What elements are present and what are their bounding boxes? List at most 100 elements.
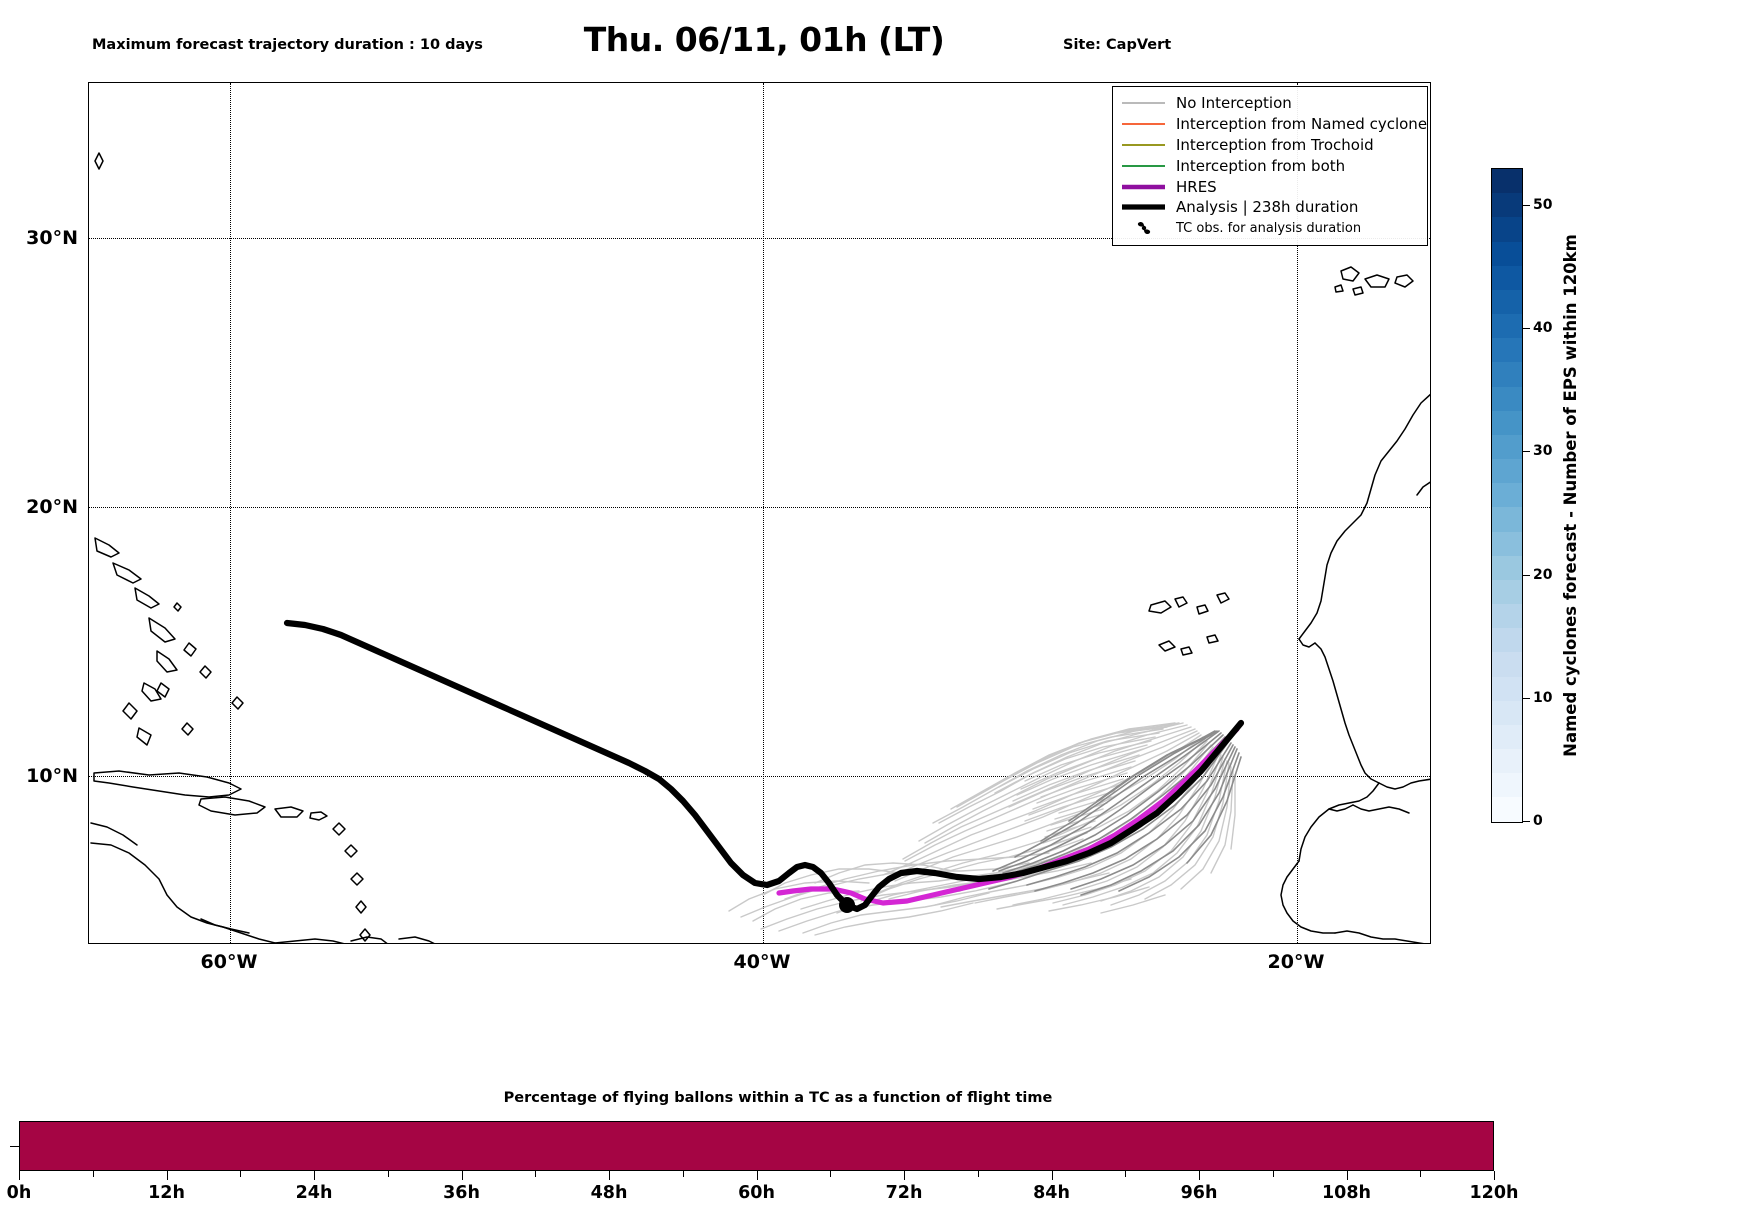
legend-item-analysis[interactable]: Analysis | 238h duration [1121,197,1419,218]
legend-label: HRES [1176,177,1217,196]
flightbar-tick-major [1346,1171,1348,1180]
ytick-label-20n: 20°N [26,496,78,518]
map-legend[interactable]: No Interception Interception from Named … [1112,86,1428,246]
flightbar-tick-major [461,1171,463,1180]
colorbar-segment [1492,169,1522,194]
legend-label: Analysis | 238h duration [1176,198,1359,217]
flightbar-tick-label: 60h [738,1183,775,1203]
colorbar-segment [1492,579,1522,605]
colorbar-segment [1492,217,1522,242]
legend-label: No Interception [1176,94,1292,113]
colorbar[interactable]: 0 10 20 30 40 50 [1491,168,1552,829]
flightbar-tick-major [904,1171,905,1180]
flightbar-tick-label: 0h [6,1183,32,1203]
colorbar-tick-label: 30 [1533,443,1553,460]
colorbar-segment [1492,749,1522,774]
flightbar-tick-major [756,1171,758,1180]
flightbar-tick-minor [240,1171,242,1177]
legend-label: Interception from Named cyclone [1176,115,1428,134]
flightbar-tick-minor [977,1171,979,1177]
legend-item-tc-obs[interactable]: TC obs. for analysis duration [1121,218,1419,239]
colorbar-title-text: Named cyclones forecast - Number of EPS … [1560,234,1580,757]
colorbar-tick [1523,697,1530,699]
header-site: Site: CapVert [1063,37,1172,54]
legend-item-interception-trochoid[interactable]: Interception from Trochoid [1121,135,1419,156]
gridline-lon-60w [230,83,231,943]
flightbar-tick-minor [387,1171,389,1177]
colorbar-tick-label: 0 [1533,813,1543,829]
colorbar-segment [1492,265,1522,290]
flightbar-tick-minor [92,1171,94,1177]
flightbar-tick-minor [535,1171,537,1177]
gridline-lon-40w [763,83,764,943]
legend-swatch-line [1121,163,1166,169]
legend-item-interception-named-cyclone[interactable]: Interception from Named cyclone [1121,114,1427,135]
flightbar-tick-label: 12h [148,1183,185,1203]
flightbar-tick-label: 48h [590,1183,628,1203]
coastline-layer [90,152,1430,943]
flightbar-tick-minor [830,1171,832,1177]
gridline-lon-20w [1297,83,1298,943]
colorbar-segment [1492,193,1522,218]
flightbar-tick-label: 36h [443,1183,480,1203]
colorbar-tick [1523,451,1530,453]
colorbar-segment [1492,604,1522,629]
page-title: Thu. 06/11, 01h (LT) [0,20,1748,59]
gridline-lat-30n [89,238,1430,239]
flightbar-tick-major [1199,1171,1200,1180]
legend-item-interception-both[interactable]: Interception from both [1121,155,1419,176]
colorbar-tick-label: 40 [1533,320,1553,337]
legend-label: Interception from both [1176,156,1346,175]
flightbar-tick-label: 96h [1180,1183,1218,1203]
legend-item-no-interception[interactable]: No Interception [1121,93,1419,114]
eps-trajectories-layer [728,722,1242,936]
flightbar-title: Percentage of flying ballons within a TC… [0,1090,1748,1106]
analysis-trajectory [283,619,1245,913]
colorbar-segment [1492,410,1522,435]
flightbar-tick-label: 108h [1322,1183,1371,1203]
colorbar-segment [1492,507,1522,532]
flightbar-tick-major [166,1171,168,1180]
flightbar-tick-minor [1272,1171,1274,1177]
flightbar-title-text: Percentage of flying ballons within a TC… [503,1090,1053,1106]
flightbar-tick-minor [682,1171,684,1177]
xtick-label-40w: 40°W [733,951,791,973]
legend-swatch-line [1121,183,1166,191]
flightbar-tick-major [314,1171,315,1180]
colorbar-segment [1492,628,1522,653]
flightbar-tick-label: 84h [1033,1183,1070,1203]
tropical-cyclone-icon [1121,219,1166,237]
colorbar-segment [1492,700,1522,725]
legend-label: TC obs. for analysis duration [1176,220,1362,236]
ytick-label-10n: 10°N [26,765,78,787]
flightbar-tick-minor [1420,1171,1422,1177]
colorbar-segment [1492,314,1522,339]
colorbar-gradient [1491,168,1523,823]
legend-item-hres[interactable]: HRES [1121,176,1419,197]
colorbar-segment [1492,338,1522,363]
colorbar-segment [1492,483,1522,508]
flightbar-ytick [10,1146,19,1147]
page-title-text: Thu. 06/11, 01h (LT) [583,20,945,59]
xtick-label-20w: 20°W [1267,951,1325,973]
flightbar-tick-minor [1125,1171,1127,1177]
colorbar-segment [1492,241,1522,266]
colorbar-tick [1523,574,1530,576]
legend-label: Interception from Trochoid [1176,135,1374,154]
flightbar-fill [20,1122,1493,1170]
colorbar-segment [1492,362,1522,387]
colorbar-tick [1523,204,1530,206]
flightbar-tick-major [1494,1171,1495,1180]
flightbar-tick-label: 24h [295,1183,333,1203]
colorbar-tick-label: 20 [1533,566,1553,583]
colorbar-segment [1492,724,1522,750]
xtick-label-60w: 60°W [200,951,258,973]
legend-swatch-line [1121,203,1166,211]
flightbar-tick-label: 72h [885,1183,923,1203]
colorbar-title: Named cyclones forecast - Number of EPS … [1556,168,1584,823]
colorbar-segment [1492,289,1522,315]
flightbar-tick-label: 120h [1469,1183,1519,1203]
ytick-label-30n: 30°N [26,227,78,249]
colorbar-segment [1492,459,1522,484]
colorbar-segment [1492,676,1522,701]
